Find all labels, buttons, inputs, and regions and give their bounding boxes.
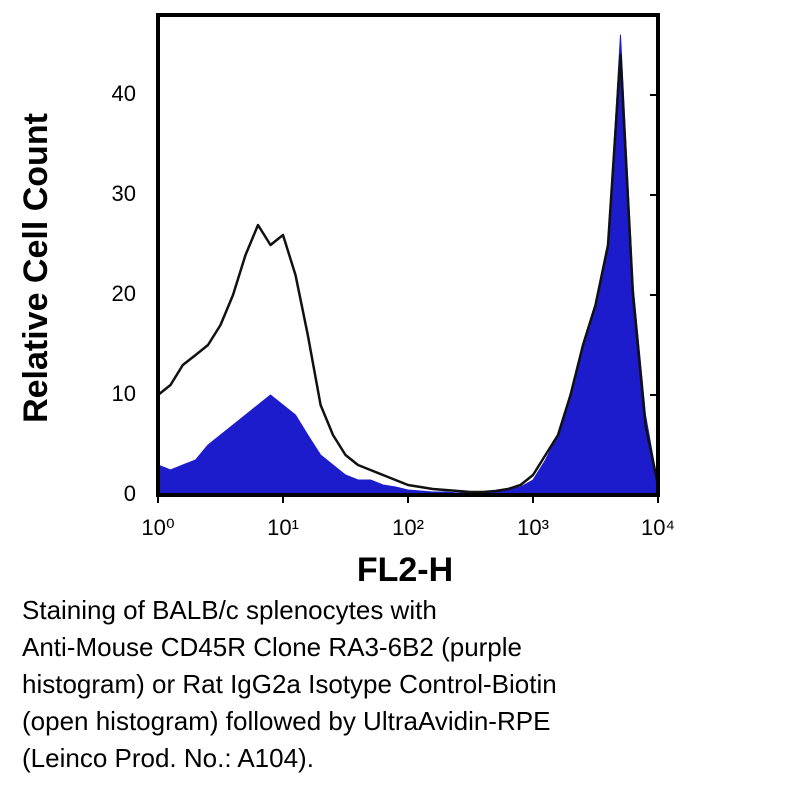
x-tick-label: 10³ bbox=[517, 515, 549, 540]
y-tick-label: 20 bbox=[112, 281, 136, 306]
caption-line: (Leinco Prod. No.: A104). bbox=[22, 743, 314, 773]
y-tick-label: 10 bbox=[112, 381, 136, 406]
x-tick-label: 10² bbox=[392, 515, 424, 540]
x-axis-label: FL2-H bbox=[357, 551, 453, 589]
x-tick-label: 10¹ bbox=[267, 515, 299, 540]
caption-line: histogram) or Rat IgG2a Isotype Control-… bbox=[22, 669, 557, 699]
caption-line: (open histogram) followed by UltraAvidin… bbox=[22, 706, 550, 736]
open-histogram bbox=[157, 53, 660, 494]
x-tick-label: 10⁴ bbox=[641, 515, 675, 540]
y-axis-label: Relative Cell Count bbox=[17, 113, 55, 423]
y-tick-label: 0 bbox=[124, 481, 136, 506]
caption-line: Anti-Mouse CD45R Clone RA3-6B2 (purple bbox=[22, 632, 522, 662]
caption-line: Staining of BALB/c splenocytes with bbox=[22, 595, 437, 625]
filled-histogram bbox=[157, 34, 659, 496]
y-tick-label: 30 bbox=[112, 181, 136, 206]
x-tick-label: 10⁰ bbox=[141, 515, 174, 540]
y-tick-label: 40 bbox=[112, 81, 136, 106]
